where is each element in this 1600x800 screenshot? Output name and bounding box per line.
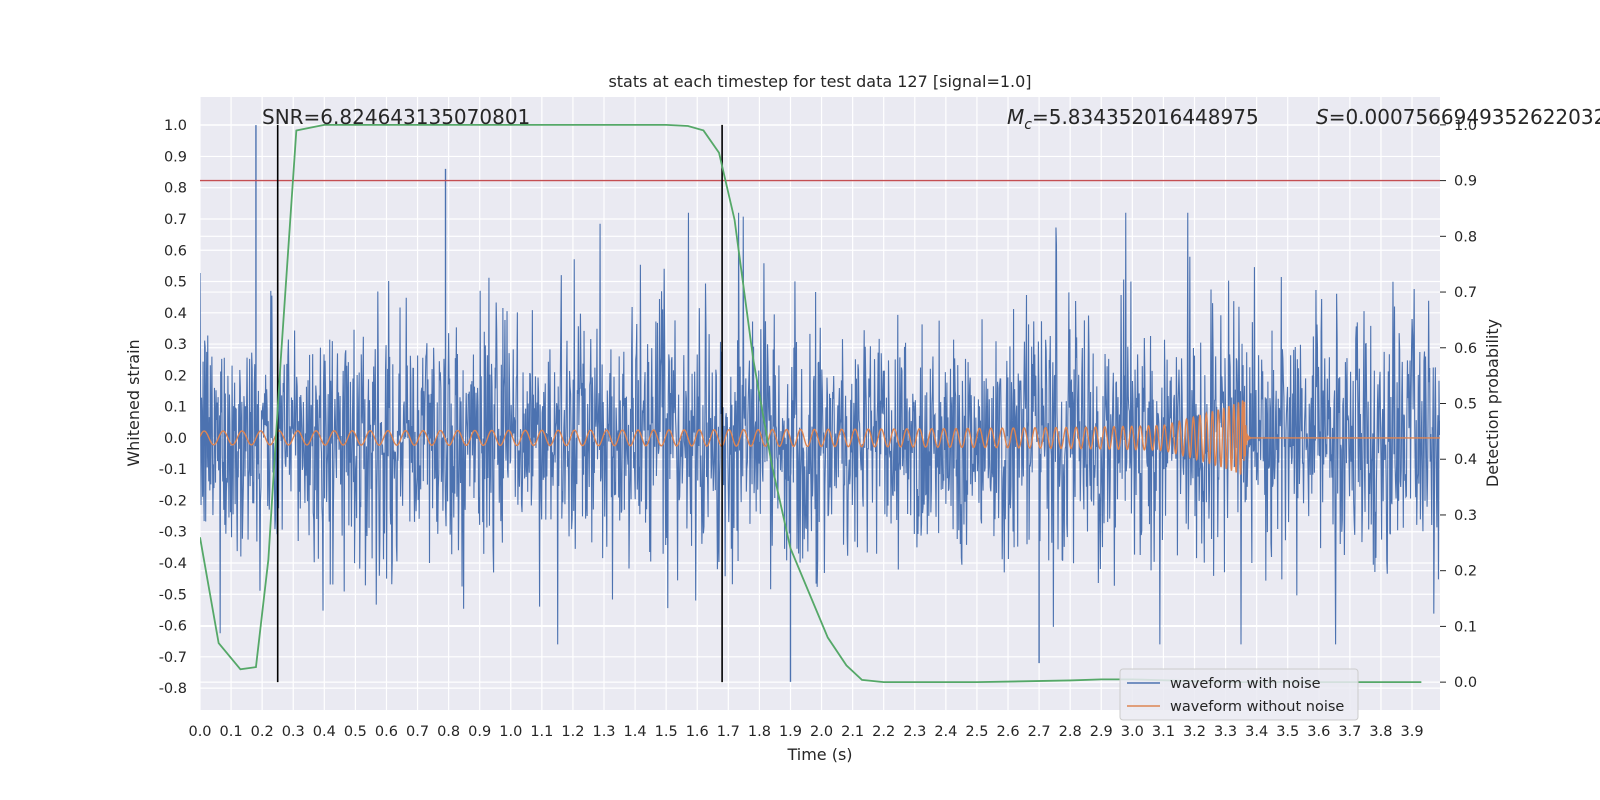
x-tick-label: 2.1: [841, 724, 864, 740]
x-tick-label: 0.3: [282, 724, 305, 740]
y-tick-label: 0.2: [164, 368, 187, 384]
chart-title: stats at each timestep for test data 127…: [608, 72, 1031, 91]
x-tick-label: 3.4: [1245, 724, 1268, 740]
x-tick-label: 0.5: [344, 724, 367, 740]
x-tick-label: 2.3: [903, 724, 926, 740]
x-tick-label: 3.6: [1307, 724, 1330, 740]
x-tick-label: 0.1: [220, 724, 243, 740]
tick-labels: 0.0 0.1 0.2 0.3 0.4 0.5 0.6 0.7 0.8 0.9 1.0 1.1 1.2 1…: [159, 118, 1477, 740]
x-tick-label: 1.4: [624, 724, 647, 740]
y2-tick-label: 0.8: [1454, 229, 1477, 245]
y-tick-label: 0.8: [164, 181, 187, 197]
legend-label-clean: waveform without noise: [1170, 699, 1344, 715]
x-tick-label: 1.0: [499, 724, 522, 740]
y-tick-label: 0.3: [164, 337, 187, 353]
chirp-mass-value: =5.834352016448975: [1032, 105, 1259, 129]
y2-tick-label: 0.3: [1454, 508, 1477, 524]
x-tick-label: 2.6: [996, 724, 1019, 740]
series-detection-probability: [200, 123, 1422, 684]
x-tick-label: 2.2: [872, 724, 895, 740]
chirp-mass-symbol: M: [1007, 105, 1024, 129]
y2-tick-label: 0.4: [1454, 452, 1477, 468]
y-tick-label: 0.6: [164, 243, 187, 259]
legend: waveform with noise waveform without noi…: [1119, 668, 1359, 721]
x-tick-label: 3.9: [1400, 724, 1423, 740]
x-tick-label: 0.7: [406, 724, 429, 740]
x-tick-label: 1.5: [655, 724, 678, 740]
legend-box: [1119, 668, 1359, 721]
y2-tick-label: 1.0: [1454, 118, 1477, 134]
series-waveform-without-noise: [200, 400, 1440, 475]
x-tick-label: 0.8: [437, 724, 460, 740]
x-tick-label: 1.3: [592, 724, 615, 740]
s-value: =0.0007566949352622032: [1329, 105, 1600, 129]
x-tick-label: 3.7: [1338, 724, 1361, 740]
x-tick-label: 3.8: [1369, 724, 1392, 740]
y-tick-label: 0.0: [164, 431, 187, 447]
x-tick-label: 2.0: [810, 724, 833, 740]
x-tick-label: 2.4: [934, 724, 957, 740]
x-tick-label: 3.0: [1121, 724, 1144, 740]
y2-tick-label: 0.7: [1454, 285, 1477, 301]
x-tick-label: 1.7: [717, 724, 740, 740]
y-tick-label: 0.9: [164, 149, 187, 165]
x-tick-label: 0.2: [251, 724, 274, 740]
y2-axis-label: Detection probability: [1483, 319, 1502, 487]
x-axis-label: Time (s): [786, 745, 852, 764]
x-tick-label: 3.3: [1214, 724, 1237, 740]
y-tick-label: -0.8: [159, 681, 187, 697]
chirp-mass-subscript: c: [1024, 117, 1032, 133]
y-tick-label: 0.4: [164, 306, 187, 322]
x-tick-label: 2.8: [1059, 724, 1082, 740]
y-axis-label: Whitened strain: [124, 339, 143, 466]
x-tick-label: 0.6: [375, 724, 398, 740]
y-tick-label: 0.5: [164, 275, 187, 291]
s-annotation: S=0.0007566949352622032: [1316, 105, 1600, 129]
chirp-mass-annotation: Mc=5.834352016448975: [1007, 105, 1259, 133]
x-tick-label: 2.7: [1028, 724, 1051, 740]
y-tick-label: -0.4: [159, 556, 187, 572]
y-tick-label: -0.1: [159, 462, 187, 478]
y-tick-label: 1.0: [164, 118, 187, 134]
y-tick-label: -0.2: [159, 493, 187, 509]
y-tick-label: -0.3: [159, 525, 187, 541]
x-tick-label: 1.6: [686, 724, 709, 740]
x-tick-label: 1.1: [530, 724, 553, 740]
y2-tick-label: 0.0: [1454, 675, 1477, 691]
y2-tick-label: 0.6: [1454, 341, 1477, 357]
x-tick-label: 0.9: [468, 724, 491, 740]
y2-tick-label: 0.9: [1454, 174, 1477, 190]
plot-area: [200, 123, 1440, 684]
y2-tick-label: 0.2: [1454, 564, 1477, 580]
y-tick-label: -0.6: [159, 619, 187, 635]
x-tick-label: 3.1: [1152, 724, 1175, 740]
y-tick-label: -0.5: [159, 587, 187, 603]
snr-annotation: SNR=6.824643135070801: [262, 105, 530, 129]
s-symbol: S: [1316, 105, 1329, 129]
legend-label-noise: waveform with noise: [1170, 676, 1321, 692]
x-tick-label: 1.8: [748, 724, 771, 740]
y-tick-label: 0.1: [164, 400, 187, 416]
y-tick-label: -0.7: [159, 650, 187, 666]
x-tick-label: 1.9: [779, 724, 802, 740]
x-tick-label: 3.2: [1183, 724, 1206, 740]
x-tick-label: 0.0: [188, 724, 211, 740]
y2-tick-label: 0.5: [1454, 397, 1477, 413]
y2-tick-label: 0.1: [1454, 619, 1477, 635]
x-tick-label: 2.5: [965, 724, 988, 740]
x-tick-label: 3.5: [1276, 724, 1299, 740]
x-tick-label: 1.2: [561, 724, 584, 740]
x-tick-label: 2.9: [1090, 724, 1113, 740]
y-tick-label: 0.7: [164, 212, 187, 228]
x-tick-label: 0.4: [313, 724, 336, 740]
